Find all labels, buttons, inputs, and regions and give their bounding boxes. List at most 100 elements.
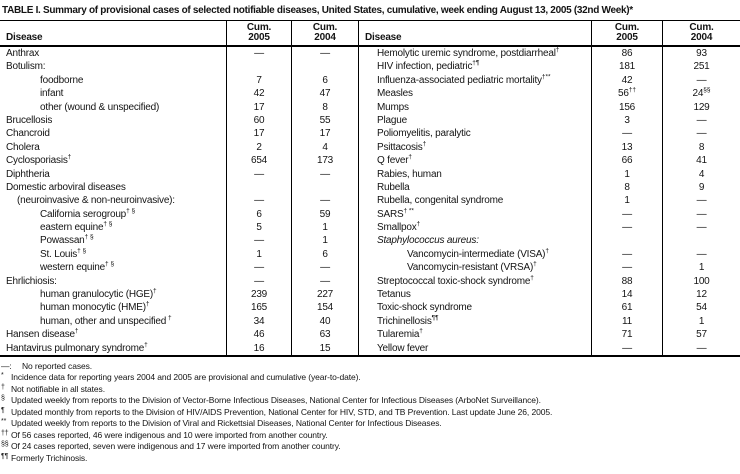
- column-header-cum-2005-right: Cum. 2005: [592, 21, 663, 45]
- case-count-2004: 15: [292, 341, 359, 355]
- case-count-2004: —: [292, 261, 359, 275]
- case-count-2005: —: [227, 194, 292, 208]
- case-count-2004: 227: [292, 288, 359, 302]
- disease-name: other (wound & unspecified): [0, 100, 227, 114]
- footnote: * Incidence data for reporting years 2004…: [1, 372, 740, 384]
- case-count-2004: 17: [292, 127, 359, 141]
- footnote: —: No reported cases.: [1, 361, 740, 373]
- footnote: § Updated weekly from reports to the Divi…: [1, 395, 740, 407]
- disease-name: Hantavirus pulmonary syndrome†: [0, 341, 227, 355]
- footnote-text: Of 24 cases reported, seven were indigen…: [11, 441, 341, 452]
- disease-summary-table: Disease Cum. 2005 Cum. 2004 Disease Cum.…: [0, 20, 740, 357]
- case-count-2005: —: [592, 341, 663, 355]
- case-count-2004: —: [292, 194, 359, 208]
- case-count-2005: —: [227, 274, 292, 289]
- case-count-2004: 59: [292, 207, 359, 222]
- case-count-2004: —: [292, 47, 359, 61]
- case-count-2005: 61: [592, 301, 663, 315]
- footnote: † Not notifiable in all states.: [1, 384, 740, 396]
- disease-name: St. Louis† §: [0, 247, 227, 262]
- case-count-2005: 14: [592, 288, 663, 302]
- disease-name: Measles: [359, 87, 592, 101]
- footnote-marker: **: [1, 418, 7, 426]
- case-count-2004: 47: [292, 87, 359, 101]
- footnote-text: Formerly Trichinosis.: [11, 452, 88, 463]
- disease-name: Influenza-associated pediatric mortality…: [359, 73, 592, 88]
- cum-label: Cum.: [246, 22, 272, 33]
- disease-name: Botulism:: [0, 60, 227, 74]
- case-count-2005: 71: [592, 328, 663, 342]
- disease-name: Ehrlichiosis:: [0, 274, 227, 289]
- disease-name: Q fever†: [359, 154, 592, 168]
- case-count-2004: 1: [698, 262, 705, 274]
- case-count-2004: 4: [292, 140, 359, 155]
- case-count-2004: —: [696, 128, 707, 140]
- disease-name: Hansen disease†: [0, 328, 227, 342]
- footnote: †† Of 56 cases reported, 46 were indigeno…: [1, 430, 740, 442]
- case-count-2005: —: [227, 261, 292, 275]
- case-count-2004: 54: [696, 302, 707, 314]
- disease-name: human, other and unspecified †: [0, 314, 227, 329]
- case-count-2004: 173: [292, 154, 359, 168]
- case-count-2005: 156: [592, 100, 663, 114]
- case-count-2005: 56††: [592, 87, 663, 101]
- disease-name: human granulocytic (HGE)†: [0, 288, 227, 302]
- column-header-cum-2005-left: Cum. 2005: [227, 21, 292, 45]
- case-count-2004: —: [292, 274, 359, 289]
- case-count-2005: —: [592, 207, 663, 222]
- case-count-2004: —: [696, 195, 707, 207]
- case-count-2005: 1: [227, 247, 292, 262]
- case-count-2005: 60: [227, 113, 292, 128]
- case-count-2004: 8: [292, 100, 359, 114]
- case-count-2004: —: [696, 208, 707, 220]
- disease-name: (neuroinvasive & non-neuroinvasive):: [0, 194, 227, 208]
- disease-name: Domestic arboviral diseases: [0, 180, 227, 195]
- case-count-2005: —: [227, 234, 292, 248]
- case-count-2005: —: [592, 127, 663, 141]
- case-count-2004: 4: [698, 168, 705, 180]
- case-count-2005: 42: [227, 87, 292, 101]
- year-label: 2004: [314, 32, 336, 43]
- case-count-2005: 3: [592, 113, 663, 128]
- case-count-2004: [292, 60, 359, 74]
- disease-name: Streptococcal toxic-shock syndrome†: [359, 274, 592, 289]
- footnote-marker: ††: [1, 429, 9, 437]
- table-header-row: Disease Cum. 2005 Cum. 2004 Disease Cum.…: [0, 20, 740, 47]
- column-header-cum-2004-left: Cum. 2004: [292, 21, 359, 45]
- case-count-2005: 8: [592, 180, 663, 195]
- case-count-2005: 7: [227, 73, 292, 88]
- footnote-marker: ¶¶: [1, 452, 9, 460]
- disease-name: Powassan† §: [0, 234, 227, 248]
- case-count-2004: 6: [292, 247, 359, 262]
- disease-name: Poliomyelitis, paralytic: [359, 127, 592, 141]
- case-count-2004: 93: [696, 48, 707, 59]
- disease-name: Staphylococcus aureus:: [359, 234, 592, 248]
- disease-name: infant: [0, 87, 227, 101]
- year-label: 2004: [690, 32, 713, 43]
- footnote: §§ Of 24 cases reported, seven were indig…: [1, 441, 740, 453]
- disease-name: Cholera: [0, 140, 227, 155]
- cum-label: Cum.: [689, 22, 714, 33]
- disease-name: Vancomycin-intermediate (VISA)†: [359, 247, 592, 262]
- case-count-2004: 8: [698, 141, 705, 153]
- disease-name: Trichinellosis¶¶: [359, 314, 592, 329]
- disease-name: Toxic-shock syndrome: [359, 301, 592, 315]
- case-count-2004: —: [696, 222, 707, 234]
- disease-name: human monocytic (HME)†: [0, 301, 227, 315]
- case-count-2004: 9: [698, 181, 705, 193]
- disease-name: eastern equine† §: [0, 221, 227, 235]
- case-count-2004: —: [292, 167, 359, 181]
- case-count-2005: 17: [227, 100, 292, 114]
- case-count-2004: —: [696, 342, 707, 354]
- case-count-2005: —: [592, 261, 663, 275]
- footnote: ** Updated weekly from reports to the Div…: [1, 418, 740, 430]
- case-count-2004: 1: [292, 221, 359, 235]
- case-count-2005: 5: [227, 221, 292, 235]
- footnote-text: Updated weekly from reports to the Divis…: [11, 395, 541, 406]
- case-count-2005: 66: [592, 154, 663, 168]
- case-count-2005: 42: [592, 73, 663, 88]
- disease-name: Tularemia†: [359, 328, 592, 342]
- case-count-2005: [592, 234, 663, 248]
- case-count-2005: [227, 60, 292, 74]
